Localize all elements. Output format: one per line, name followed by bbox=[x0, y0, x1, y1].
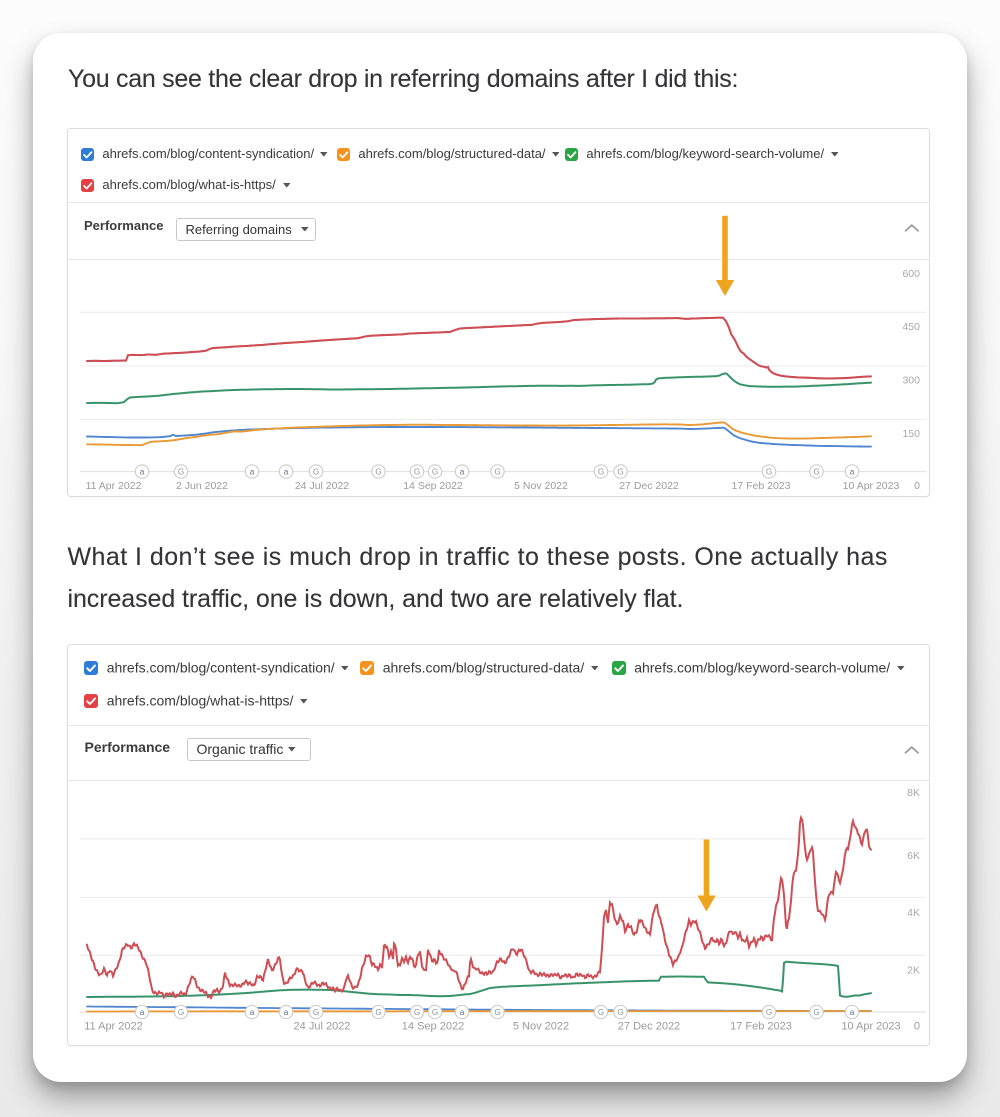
svg-text:G: G bbox=[432, 468, 438, 477]
svg-text:G: G bbox=[494, 468, 500, 477]
svg-text:a: a bbox=[850, 1008, 855, 1017]
svg-text:a: a bbox=[850, 468, 855, 477]
svg-text:G: G bbox=[178, 1008, 184, 1017]
svg-text:G: G bbox=[313, 1008, 319, 1017]
svg-text:600: 600 bbox=[902, 268, 920, 280]
svg-text:11 Apr 2022: 11 Apr 2022 bbox=[86, 480, 142, 492]
svg-text:300: 300 bbox=[902, 374, 920, 386]
svg-text:G: G bbox=[598, 468, 604, 477]
svg-text:150: 150 bbox=[902, 428, 920, 440]
svg-text:a: a bbox=[460, 1008, 465, 1017]
svg-text:a: a bbox=[250, 468, 255, 477]
svg-text:G: G bbox=[617, 1008, 623, 1017]
svg-text:5 Nov 2022: 5 Nov 2022 bbox=[514, 480, 568, 492]
svg-text:4K: 4K bbox=[907, 907, 920, 919]
svg-text:27 Dec 2022: 27 Dec 2022 bbox=[618, 1021, 680, 1033]
svg-text:2 Jun 2022: 2 Jun 2022 bbox=[176, 480, 228, 492]
svg-text:a: a bbox=[284, 468, 289, 477]
svg-text:11 Apr 2022: 11 Apr 2022 bbox=[84, 1021, 143, 1033]
svg-text:G: G bbox=[813, 468, 819, 477]
svg-text:G: G bbox=[375, 468, 381, 477]
svg-text:G: G bbox=[598, 1008, 604, 1017]
svg-text:G: G bbox=[414, 1008, 420, 1017]
svg-text:G: G bbox=[494, 1008, 500, 1017]
svg-text:10 Apr 2023: 10 Apr 2023 bbox=[843, 480, 900, 492]
svg-text:2K: 2K bbox=[907, 965, 920, 977]
svg-text:5 Nov 2022: 5 Nov 2022 bbox=[513, 1021, 569, 1033]
svg-text:24 Jul 2022: 24 Jul 2022 bbox=[295, 480, 349, 492]
svg-text:a: a bbox=[460, 468, 465, 477]
svg-text:10 Apr 2023: 10 Apr 2023 bbox=[841, 1021, 900, 1033]
svg-text:G: G bbox=[617, 468, 623, 477]
svg-text:0: 0 bbox=[914, 480, 920, 492]
svg-text:17 Feb 2023: 17 Feb 2023 bbox=[732, 480, 791, 492]
svg-text:a: a bbox=[140, 1008, 145, 1017]
svg-text:G: G bbox=[766, 1008, 772, 1017]
svg-text:14 Sep 2022: 14 Sep 2022 bbox=[402, 1021, 464, 1033]
svg-text:24 Jul 2022: 24 Jul 2022 bbox=[294, 1021, 351, 1033]
svg-text:14 Sep 2022: 14 Sep 2022 bbox=[403, 480, 463, 492]
svg-text:8K: 8K bbox=[907, 787, 920, 799]
svg-text:a: a bbox=[284, 1008, 289, 1017]
svg-text:a: a bbox=[140, 468, 145, 477]
svg-text:G: G bbox=[375, 1008, 381, 1017]
svg-text:450: 450 bbox=[902, 321, 920, 333]
svg-text:G: G bbox=[313, 468, 319, 477]
svg-text:17 Feb 2023: 17 Feb 2023 bbox=[730, 1021, 792, 1033]
svg-text:G: G bbox=[414, 468, 420, 477]
svg-text:G: G bbox=[813, 1008, 819, 1017]
svg-text:27 Dec 2022: 27 Dec 2022 bbox=[619, 480, 679, 492]
svg-text:0: 0 bbox=[914, 1021, 920, 1033]
svg-text:G: G bbox=[766, 468, 772, 477]
svg-text:G: G bbox=[432, 1008, 438, 1017]
svg-text:a: a bbox=[250, 1008, 255, 1017]
svg-text:6K: 6K bbox=[907, 850, 920, 862]
svg-text:G: G bbox=[178, 468, 184, 477]
